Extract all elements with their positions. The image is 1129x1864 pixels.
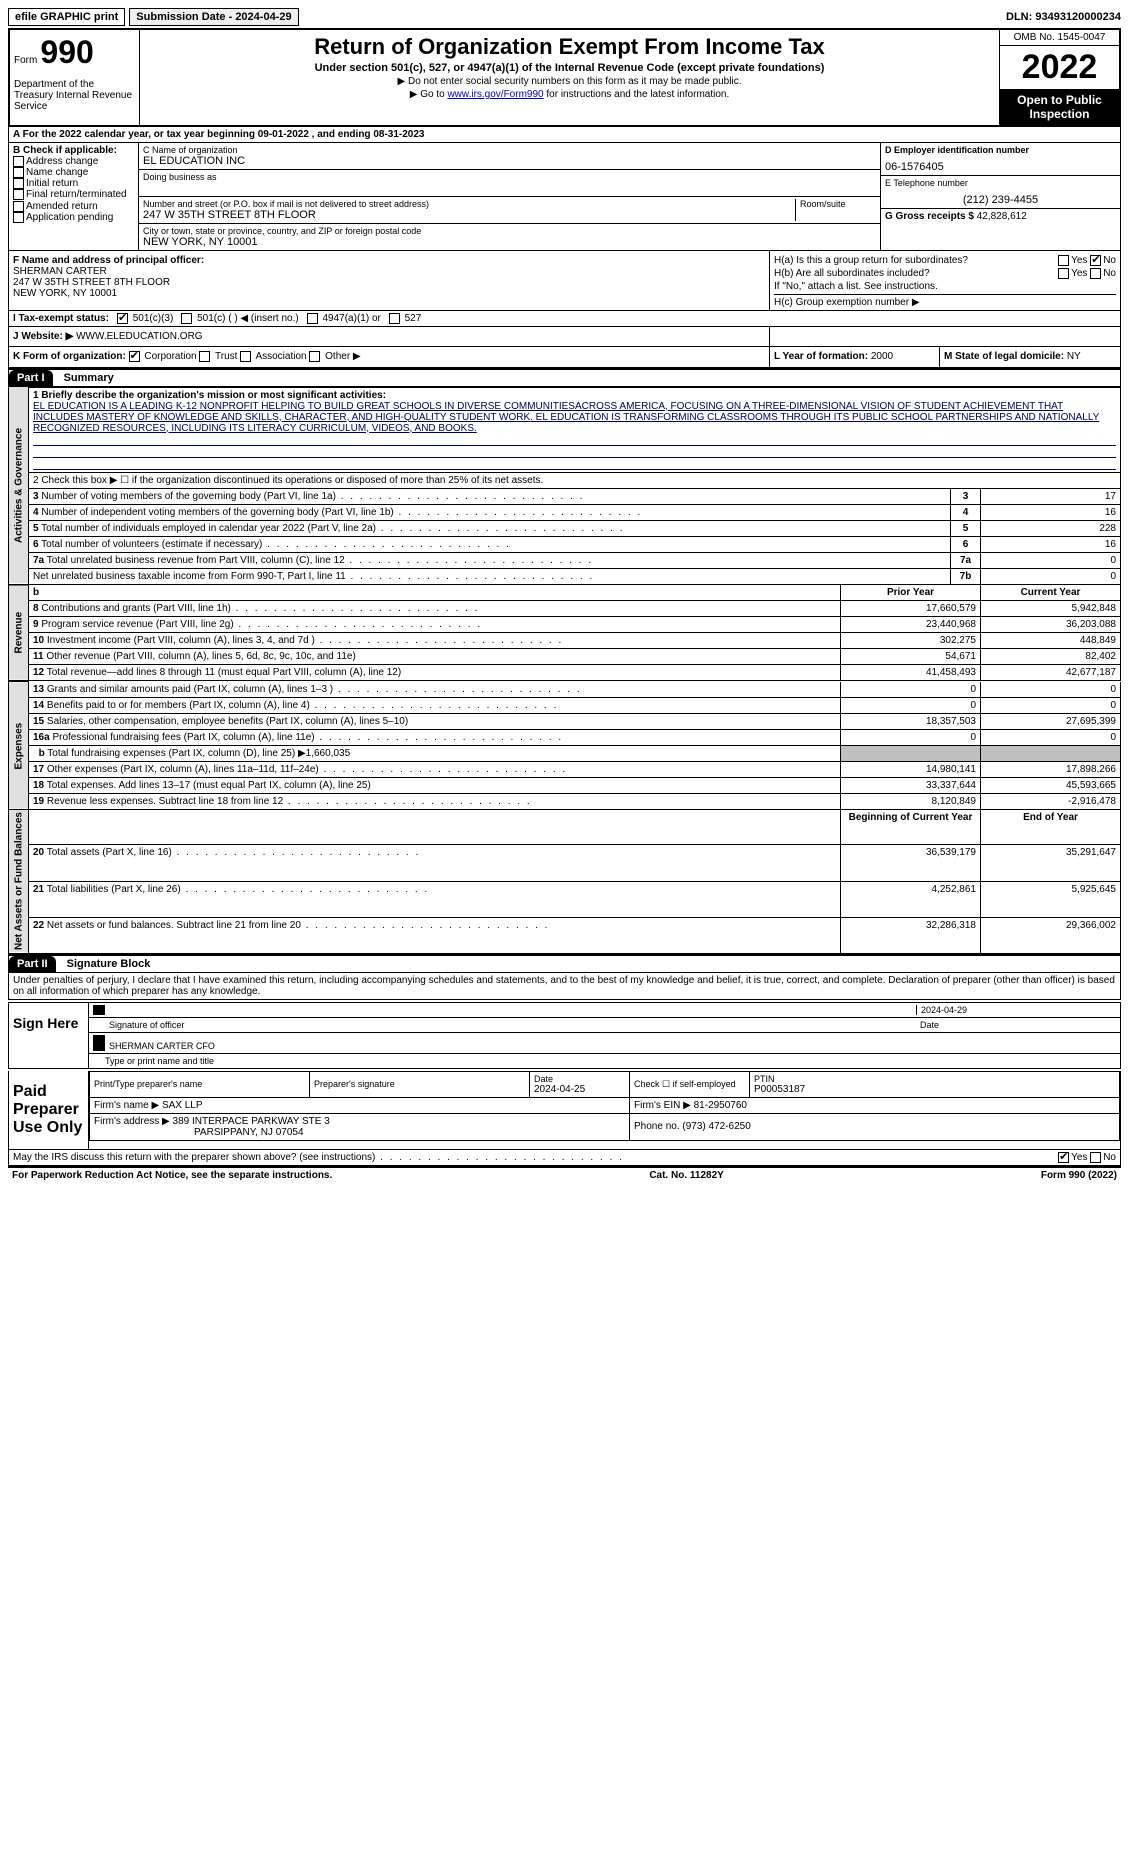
table-row: 14 Benefits paid to or for members (Part…: [9, 697, 1121, 713]
omb-number: OMB No. 1545-0047: [1000, 30, 1119, 46]
table-row: 18 Total expenses. Add lines 13–17 (must…: [9, 777, 1121, 793]
top-bar: efile GRAPHIC print Submission Date - 20…: [8, 8, 1121, 26]
form-note-1: ▶ Do not enter social security numbers o…: [144, 76, 995, 87]
expenses-table: Expenses 13 Grants and similar amounts p…: [8, 681, 1121, 810]
sign-here-section: Sign Here 2024-04-29 Signature of office…: [8, 1002, 1121, 1069]
table-row: 22 Net assets or fund balances. Subtract…: [9, 917, 1121, 953]
officer-name: SHERMAN CARTER: [13, 266, 765, 277]
table-row: 17 Other expenses (Part IX, column (A), …: [9, 761, 1121, 777]
website: WWW.ELEDUCATION.ORG: [76, 331, 202, 342]
section-bcd: B Check if applicable: Address change Na…: [8, 143, 1121, 251]
chk-amended-return[interactable]: Amended return: [13, 201, 134, 212]
chk-application-pending[interactable]: Application pending: [13, 212, 134, 223]
table-row: 16a Professional fundraising fees (Part …: [9, 729, 1121, 745]
preparer-section: Paid Preparer Use Only Print/Type prepar…: [8, 1071, 1121, 1150]
revenue-table: Revenue b Prior Year Current Year 8 Cont…: [8, 585, 1121, 682]
form-title: Return of Organization Exempt From Incom…: [144, 34, 995, 60]
org-city: NEW YORK, NY 10001: [143, 236, 876, 248]
submission-date: Submission Date - 2024-04-29: [129, 8, 298, 26]
ptin: P00053187: [754, 1084, 1115, 1095]
summary-table: Activities & Governance 1 Briefly descri…: [8, 387, 1121, 585]
form-subtitle: Under section 501(c), 527, or 4947(a)(1)…: [144, 62, 995, 74]
table-row: b Total fundraising expenses (Part IX, c…: [9, 745, 1121, 761]
table-row: 12 Total revenue—add lines 8 through 11 …: [9, 665, 1121, 681]
chk-address-change[interactable]: Address change: [13, 156, 134, 167]
table-row: 5 Total number of individuals employed i…: [9, 520, 1121, 536]
table-row: 19 Revenue less expenses. Subtract line …: [9, 793, 1121, 809]
phone: (212) 239-4455: [885, 194, 1116, 206]
chk-initial-return[interactable]: Initial return: [13, 178, 134, 189]
part-2-header: Part II Signature Block: [8, 954, 1121, 973]
side-revenue: Revenue: [9, 585, 29, 681]
page-footer: For Paperwork Reduction Act Notice, see …: [8, 1166, 1121, 1183]
dln: DLN: 93493120000234: [1006, 11, 1121, 23]
gross-receipts: 42,828,612: [977, 211, 1027, 222]
box-b: B Check if applicable: Address change Na…: [9, 143, 139, 250]
efile-label: efile GRAPHIC print: [8, 8, 125, 26]
firm-name: SAX LLP: [162, 1100, 203, 1111]
table-row: Expenses 13 Grants and similar amounts p…: [9, 682, 1121, 698]
open-to-public: Open to Public Inspection: [1000, 89, 1119, 125]
irs-link[interactable]: www.irs.gov/Form990: [447, 89, 543, 100]
box-deg: D Employer identification number 06-1576…: [880, 143, 1120, 250]
line-k: K Form of organization: Corporation Trus…: [8, 347, 1121, 367]
discuss-row: May the IRS discuss this return with the…: [8, 1150, 1121, 1166]
section-fh: F Name and address of principal officer:…: [8, 251, 1121, 311]
firm-phone: (973) 472-6250: [682, 1121, 750, 1132]
penalties-text: Under penalties of perjury, I declare th…: [8, 973, 1121, 1000]
line-i: I Tax-exempt status: 501(c)(3) 501(c) ( …: [8, 311, 1121, 327]
table-row: 9 Program service revenue (Part VIII, li…: [9, 617, 1121, 633]
form-word: Form: [14, 55, 37, 66]
form-header: Form 990 Department of the Treasury Inte…: [8, 28, 1121, 127]
table-row: 6 Total number of volunteers (estimate i…: [9, 536, 1121, 552]
part-1-header: Part I Summary: [8, 368, 1121, 387]
line-a: A For the 2022 calendar year, or tax yea…: [8, 127, 1121, 143]
form-number: 990: [40, 34, 93, 70]
table-row: 10 Investment income (Part VIII, column …: [9, 633, 1121, 649]
table-row: 15 Salaries, other compensation, employe…: [9, 713, 1121, 729]
org-address: 247 W 35TH STREET 8TH FLOOR: [143, 209, 795, 221]
netassets-table: Net Assets or Fund Balances Beginning of…: [8, 810, 1121, 954]
line-2: 2 Check this box ▶ ☐ if the organization…: [29, 472, 1121, 488]
sign-date: 2024-04-29: [916, 1005, 1116, 1015]
table-row: 7a Total unrelated business revenue from…: [9, 552, 1121, 568]
table-row: 8 Contributions and grants (Part VIII, l…: [9, 601, 1121, 617]
ein: 06-1576405: [885, 161, 1116, 173]
side-netassets: Net Assets or Fund Balances: [9, 810, 29, 953]
chk-name-change[interactable]: Name change: [13, 167, 134, 178]
line-j: J Website: ▶ WWW.ELEDUCATION.ORG: [8, 327, 1121, 347]
side-governance: Activities & Governance: [9, 387, 29, 584]
table-row: 11 Other revenue (Part VIII, column (A),…: [9, 649, 1121, 665]
mission-text: EL EDUCATION IS A LEADING K-12 NONPROFIT…: [33, 401, 1116, 434]
table-row: Net unrelated business taxable income fr…: [9, 568, 1121, 584]
org-name: EL EDUCATION INC: [143, 155, 876, 167]
chk-final-return[interactable]: Final return/terminated: [13, 189, 134, 200]
table-row: 4 Number of independent voting members o…: [9, 504, 1121, 520]
side-expenses: Expenses: [9, 682, 29, 810]
tax-year: 2022: [1000, 46, 1119, 89]
table-row: 20 Total assets (Part X, line 16)36,539,…: [9, 845, 1121, 881]
table-row: 3 Number of voting members of the govern…: [9, 488, 1121, 504]
department: Department of the Treasury Internal Reve…: [14, 79, 135, 112]
box-h: H(a) Is this a group return for subordin…: [770, 251, 1120, 310]
box-f: F Name and address of principal officer:…: [9, 251, 770, 310]
preparer-date: 2024-04-25: [534, 1084, 625, 1095]
signer-name: SHERMAN CARTER CFO: [105, 1035, 1116, 1051]
form-note-2: ▶ Go to www.irs.gov/Form990 for instruct…: [144, 89, 995, 100]
table-row: 21 Total liabilities (Part X, line 26)4,…: [9, 881, 1121, 917]
firm-ein: 81-2950760: [694, 1100, 747, 1111]
box-c: C Name of organization EL EDUCATION INC …: [139, 143, 880, 250]
